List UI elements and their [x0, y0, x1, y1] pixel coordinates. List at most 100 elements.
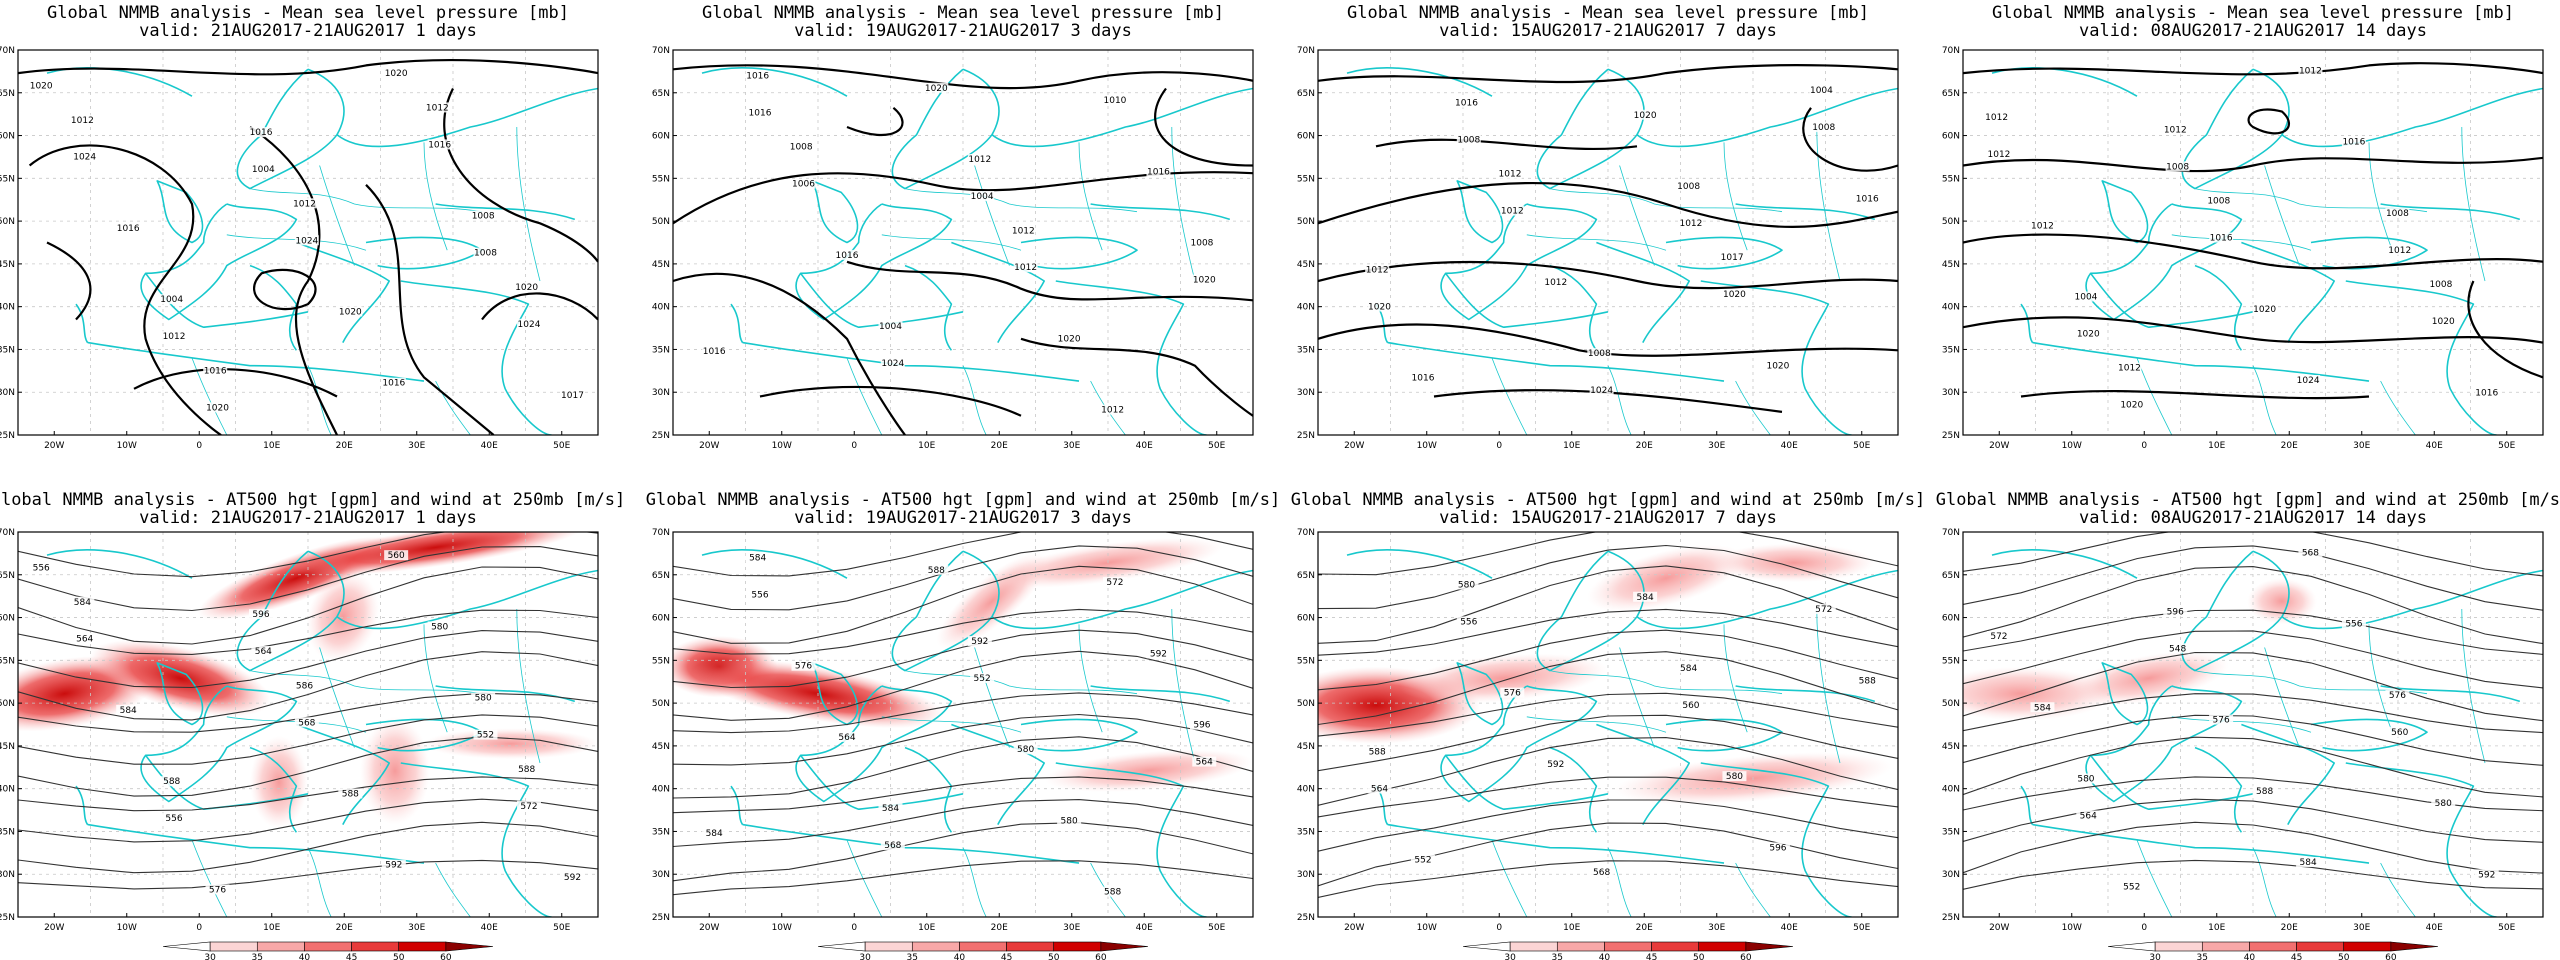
country-border — [1619, 165, 1655, 266]
coastline — [1596, 241, 1690, 343]
contour-label: 584 — [882, 804, 899, 814]
colorbar-label: 35 — [907, 953, 918, 960]
wind-colorbar: 30 35 40 45 50 60 — [1462, 941, 1794, 960]
latitude-tick-label: 60N — [1297, 614, 1315, 624]
latitude-tick-label: 35N — [1297, 827, 1315, 837]
colorbar-swatch — [1053, 941, 1102, 952]
latitude-tick-label: 40N — [1297, 785, 1315, 795]
longitude-tick-label: 30E — [1708, 923, 1725, 933]
country-border — [2264, 647, 2300, 748]
contour-label: 1012 — [1501, 207, 1524, 217]
colorbar-swatch — [1698, 941, 1747, 952]
longitude-tick-label: 30E — [2353, 923, 2370, 933]
contour-label: 580 — [475, 694, 492, 704]
latitude-tick-label: 40N — [652, 303, 670, 313]
coastline — [2101, 662, 2149, 726]
contour-label: 1024 — [295, 236, 318, 246]
longitude-tick-label: 40E — [1781, 923, 1798, 933]
contour-label: 1012 — [968, 155, 991, 165]
colorbar-swatch — [911, 941, 960, 952]
colorbar-swatch — [1556, 941, 1605, 952]
latitude-tick-label: 25N — [652, 431, 670, 441]
contour-label: 580 — [431, 622, 448, 632]
contour-label: 1004 — [971, 192, 994, 202]
longitude-tick-label: 20W — [44, 441, 64, 451]
latitude-tick-label: 70N — [1297, 46, 1315, 56]
colorbar-swatch — [398, 941, 447, 952]
longitude-tick-label: 20E — [991, 441, 1008, 451]
colorbar-swatch — [817, 941, 866, 952]
colorbar-label: 30 — [1504, 953, 1516, 960]
contour-label: 1012 — [1679, 219, 1702, 229]
coastline — [1440, 685, 1598, 803]
isobar-contour — [1318, 260, 1898, 290]
coastline — [799, 754, 964, 810]
height-contour — [673, 629, 1253, 689]
colorbar-label: 60 — [2385, 953, 2397, 960]
country-border — [435, 380, 471, 435]
height-contour — [1318, 565, 1898, 644]
wind-speed-shading — [1587, 544, 1745, 612]
contour-label: 556 — [751, 590, 768, 600]
height-contour — [18, 532, 598, 578]
latitude-tick-label: 35N — [652, 345, 670, 355]
wind-colorbar: 30 35 40 45 50 60 — [162, 941, 494, 960]
contour-label: 1016 — [746, 71, 769, 81]
coastline — [2310, 236, 2428, 270]
colorbar-label: 35 — [2197, 953, 2208, 960]
height-contour — [18, 714, 598, 765]
longitude-tick-label: 40E — [481, 923, 498, 933]
latitude-tick-label: 45N — [1297, 742, 1315, 752]
contour-label: 1004 — [879, 322, 902, 332]
isobar-contour — [1375, 138, 1638, 151]
latitude-tick-label: 25N — [652, 913, 670, 923]
wind-speed-shading — [306, 571, 380, 662]
height-contour — [1318, 692, 1898, 737]
contour-label: 564 — [1371, 784, 1388, 794]
country-border — [1078, 624, 1103, 733]
country-border — [435, 862, 471, 917]
coastline — [951, 723, 1045, 825]
height-contour — [18, 546, 598, 612]
country-border — [846, 839, 883, 917]
isobar-contour — [759, 385, 1022, 417]
coastline — [249, 746, 298, 833]
isobar-contour — [28, 144, 222, 435]
contour-label: 560 — [2391, 728, 2408, 738]
coastline — [1055, 280, 1207, 435]
country-border — [1816, 608, 1841, 764]
contour-label: 1004 — [1810, 86, 1833, 96]
country-border — [2171, 234, 2312, 251]
map-frame — [1962, 531, 2544, 918]
colorbar-label: 50 — [2338, 953, 2350, 960]
contour-label: 580 — [1061, 816, 1078, 826]
panel-subtitle: valid: 08AUG2017-21AUG2017 14 days — [2079, 508, 2427, 528]
colorbar-label: 50 — [1693, 953, 1705, 960]
isobar-contour — [673, 272, 906, 435]
latitude-tick-label: 55N — [0, 174, 15, 184]
country-border — [2461, 608, 2486, 764]
latitude-tick-label: 55N — [1942, 174, 1960, 184]
map-area: 556 564 552 556 560 564 568 572 576 580 584 588 592 5… — [18, 532, 598, 917]
isobar-contour — [673, 64, 1253, 90]
mslp-panel: Global NMMB analysis - Mean sea level pr… — [0, 3, 599, 451]
longitude-tick-label: 10W — [1417, 441, 1437, 451]
contour-label: 1020 — [515, 283, 538, 293]
coastline — [1020, 718, 1138, 752]
colorbar-label: 30 — [859, 953, 871, 960]
wind-speed-shading — [360, 716, 430, 825]
panel-title: Global NMMB analysis - Mean sea level pr… — [702, 3, 1224, 23]
isobar-contour — [1963, 316, 2543, 344]
panel-subtitle: valid: 19AUG2017-21AUG2017 3 days — [794, 508, 1132, 528]
latitude-tick-label: 40N — [0, 785, 15, 795]
contour-label: 552 — [2123, 883, 2140, 893]
contour-label: 588 — [163, 777, 180, 787]
latitude-tick-label: 50N — [1297, 217, 1315, 227]
height-contour — [673, 822, 1253, 882]
colorbar-swatch — [2296, 941, 2345, 952]
contour-label: 588 — [1104, 888, 1121, 898]
contour-label: 580 — [2435, 799, 2452, 809]
longitude-tick-label: 0 — [1496, 441, 1502, 451]
contour-label: 584 — [1680, 664, 1697, 674]
height-contour — [1318, 651, 1898, 726]
